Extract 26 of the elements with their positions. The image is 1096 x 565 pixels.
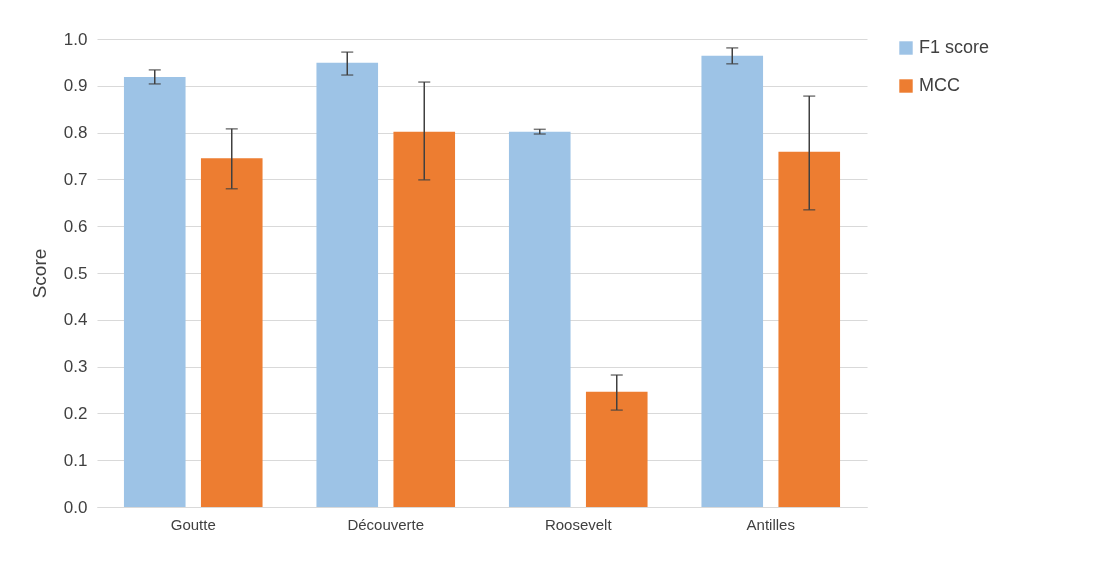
bar [393, 131, 456, 507]
x-tick-label: Antilles [746, 515, 795, 533]
y-tick-label: 0.5 [63, 263, 88, 283]
y-tick-label: 0.6 [63, 216, 88, 236]
legend-label: F1 score [919, 37, 990, 57]
bar [200, 158, 263, 507]
y-tick-label: 0.8 [63, 123, 88, 143]
legend-label: MCC [919, 75, 960, 95]
y-tick-label: 0.0 [63, 497, 88, 517]
x-tick-label: Découverte [347, 515, 425, 533]
bar [508, 131, 571, 507]
y-tick-label: 1.0 [63, 29, 88, 49]
x-tick-label: Goutte [170, 515, 216, 533]
y-tick-label: 0.9 [63, 76, 88, 96]
y-tick-label: 0.2 [63, 403, 88, 423]
x-tick-label: Roosevelt [544, 515, 613, 533]
y-tick-label: 0.1 [63, 450, 88, 470]
bar [123, 76, 186, 507]
bar [316, 62, 379, 507]
y-tick-label: 0.4 [63, 310, 88, 330]
y-axis-title: Score [28, 248, 50, 299]
bar [778, 151, 841, 507]
y-tick-label: 0.3 [63, 357, 88, 377]
bar [585, 391, 648, 507]
y-tick-label: 0.7 [63, 169, 88, 189]
bar [701, 55, 764, 507]
